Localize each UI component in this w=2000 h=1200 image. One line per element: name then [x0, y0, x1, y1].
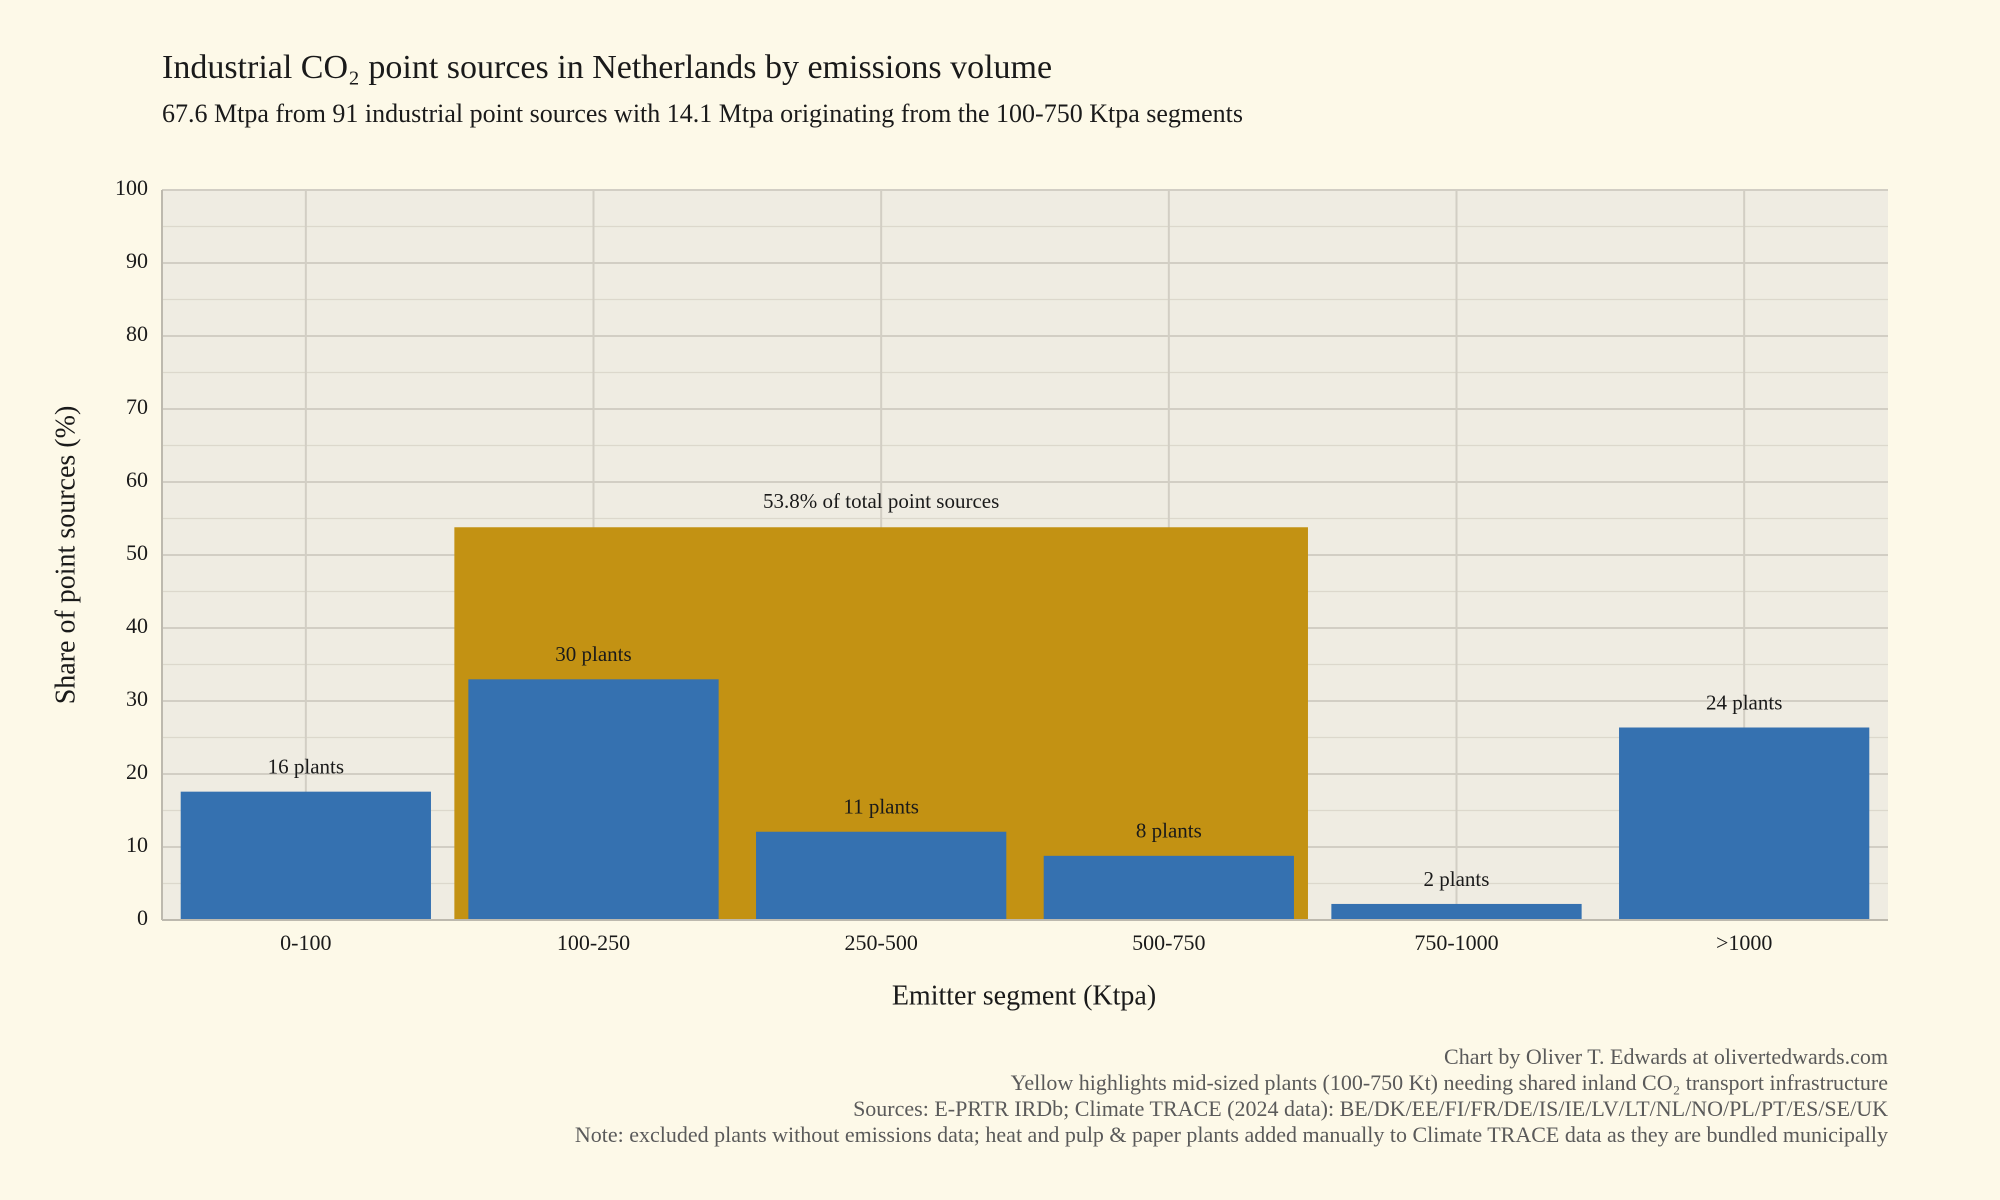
footer-note: Sources: E-PRTR IRDb; Climate TRACE (202… — [853, 1096, 1888, 1121]
chart-subtitle: 67.6 Mtpa from 91 industrial point sourc… — [162, 99, 1243, 128]
x-tick-label: >1000 — [1716, 930, 1772, 955]
y-tick-label: 0 — [137, 905, 148, 930]
bar — [1331, 903, 1582, 920]
bar-annotation: 30 plants — [555, 642, 631, 666]
y-tick-label: 60 — [126, 467, 148, 492]
bar-annotation: 2 plants — [1424, 867, 1490, 891]
y-tick-label: 90 — [126, 248, 148, 273]
y-tick-label: 10 — [126, 832, 148, 857]
bar — [1043, 855, 1294, 920]
footer-note: Yellow highlights mid-sized plants (100-… — [1011, 1070, 1888, 1095]
chart-title: Industrial CO₂ point sources in Netherla… — [162, 49, 1052, 86]
y-axis-label: Share of point sources (%) — [50, 406, 81, 705]
footer-note: Chart by Oliver T. Edwards at olivertedw… — [1444, 1044, 1888, 1069]
footer-note: Note: excluded plants without emissions … — [575, 1122, 1888, 1147]
bar — [468, 679, 719, 920]
bar — [180, 791, 431, 920]
y-tick-label: 80 — [126, 321, 148, 346]
y-tick-label: 20 — [126, 759, 148, 784]
y-tick-label: 30 — [126, 686, 148, 711]
bar — [1619, 727, 1870, 920]
y-tick-label: 70 — [126, 394, 148, 419]
y-tick-label: 50 — [126, 540, 148, 565]
bar-annotation: 11 plants — [843, 795, 919, 819]
highlight-label: 53.8% of total point sources — [763, 489, 999, 513]
bar-annotation: 8 plants — [1136, 819, 1202, 843]
x-tick-label: 500-750 — [1132, 930, 1205, 955]
y-tick-label: 40 — [126, 613, 148, 638]
bar-annotation: 24 plants — [1706, 690, 1782, 714]
x-tick-label: 100-250 — [557, 930, 630, 955]
bar — [756, 831, 1007, 920]
bar-annotation: 16 plants — [268, 754, 344, 778]
y-tick-label: 100 — [115, 175, 148, 200]
x-tick-label: 0-100 — [280, 930, 331, 955]
x-tick-label: 750-1000 — [1414, 930, 1498, 955]
x-axis-label: Emitter segment (Ktpa) — [892, 980, 1156, 1011]
x-tick-label: 250-500 — [845, 930, 918, 955]
